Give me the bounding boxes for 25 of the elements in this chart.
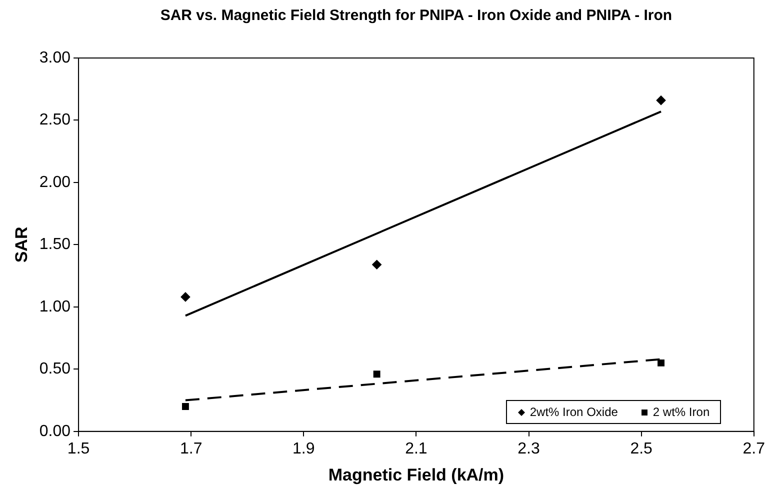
y-tick-label: 1.00: [39, 298, 71, 316]
x-tick-label: 1.5: [67, 440, 90, 458]
point: [180, 292, 190, 302]
y-tick-label: 3.00: [39, 49, 71, 66]
chart-title: SAR vs. Magnetic Field Strength for PNIPA - Iron Oxide and PNIPA - Iron: [159, 6, 674, 26]
point: [182, 403, 189, 410]
y-tick-label: 1.50: [39, 236, 71, 254]
point: [658, 359, 664, 366]
x-axis-title: Magnetic Field (kA/m): [328, 465, 504, 484]
legend-label: 2wt% Iron Oxide: [530, 405, 618, 420]
x-tick-label: 1.9: [292, 440, 315, 458]
y-axis-title: SAR: [12, 226, 31, 263]
x-tick-label: 2.3: [518, 440, 540, 458]
y-tick-label: 2.00: [39, 174, 71, 191]
point: [372, 260, 382, 270]
x-tick-label: 2.1: [405, 440, 428, 458]
x-tick-label: 2.7: [742, 440, 766, 458]
y-tick-label: 0.50: [39, 360, 71, 378]
legend-label: 2 wt% Iron: [652, 405, 710, 420]
x-tick-label: 2.5: [630, 440, 653, 458]
point: [373, 370, 380, 378]
y-tick-label: 2.50: [39, 112, 71, 129]
x-tick-label: 1.7: [180, 440, 202, 458]
y-tick-label: 0.00: [39, 422, 71, 440]
point: [656, 96, 666, 105]
